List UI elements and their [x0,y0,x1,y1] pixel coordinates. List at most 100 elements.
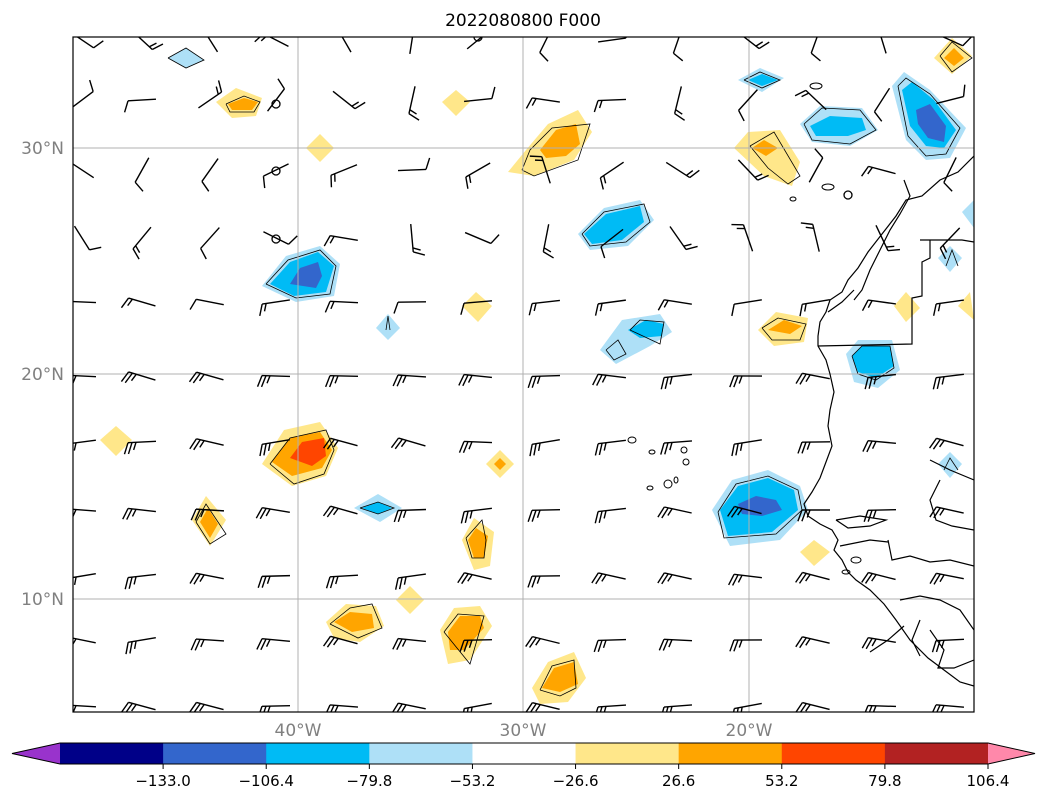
shaded-region [938,452,962,478]
contour-line [465,519,487,559]
coastline-segment [803,155,974,687]
shaded-region [768,320,802,334]
island [789,196,797,202]
wind-barb [462,702,492,712]
wind-barb [873,87,891,122]
shaded-region [462,292,492,322]
wind-barb [73,637,96,646]
contour-line [539,659,577,697]
island [673,476,679,484]
contour-line [939,41,973,73]
wind-barb [795,636,830,649]
wind-barb [207,37,219,53]
wind-barb [929,572,964,585]
wind-barb [392,374,427,387]
shaded-region [800,540,830,566]
wind-barb [539,37,549,62]
wind-barb [875,225,901,252]
shaded-region [200,508,218,538]
wind-barb [737,159,769,181]
contour-line [743,71,782,89]
wind-barb [394,573,426,590]
map-title: 2022080800 F000 [445,11,601,31]
wind-barb [257,574,291,588]
wind-barb [665,161,700,179]
wind-barb [673,86,686,121]
wind-barb [929,506,964,519]
wind-barb [464,231,500,245]
wind-barb [125,637,156,655]
wind-barb [262,163,289,189]
shaded-region [442,90,470,116]
wind-barb [658,638,693,651]
wind-barb [657,506,692,519]
wind-barb [591,572,626,585]
colorbar-tick-label: 26.6 [662,772,695,790]
shaded-region [100,426,132,456]
wind-barb [810,37,821,62]
wind-barb [800,222,820,252]
closed-contour [271,234,281,244]
colorbar-outline [11,742,1036,765]
wind-barb [322,437,358,450]
wind-barb [410,223,426,256]
latitude-labels: 30°N 20°N 10°N [21,139,64,610]
wind-barb [731,299,762,317]
wind-barb [323,234,358,247]
shaded-region [228,98,258,110]
wind-barb [458,373,492,387]
wind-barb [324,300,359,313]
contour-line [265,249,337,299]
wind-barb [737,89,758,122]
colorbar-bin [369,743,473,764]
wind-barb [255,507,290,520]
island [850,556,862,564]
wind-barb [458,440,493,454]
wind-barb [727,505,762,518]
wind-barb [200,227,220,260]
island [648,449,656,455]
island [841,569,851,575]
shaded-region [542,662,578,692]
coastline-segment [899,595,974,631]
contour-lines [167,37,973,697]
colorbar: −133.0 −106.4 −79.8 −53.2 −26.6 26.6 53.2 79.8 1… [11,742,1036,790]
wind-barb [731,439,762,457]
wind-barb [528,299,560,316]
shaded-region [734,130,800,186]
contour-line [225,95,261,113]
coastline-segment [853,179,911,301]
wind-barb [266,78,286,112]
wind-barb [599,161,624,190]
wind-barb [263,231,298,245]
map-gridlines [73,37,974,712]
contour-line [803,107,877,145]
wind-barb [259,299,290,316]
wind-barb [660,440,693,455]
wind-barb [325,574,359,589]
wind-barb [326,704,359,712]
wind-barb [465,162,491,189]
coastline-segment [911,619,921,657]
colorbar-bin [884,743,989,764]
coastline-segment [929,459,974,481]
wind-barb [731,223,754,252]
shaded-region [448,616,484,650]
island [809,82,823,90]
shaded-region [944,48,964,66]
colorbar-bin [575,743,680,764]
colorbar-bin [472,743,577,764]
wind-barb [73,300,97,304]
wind-barb [594,299,626,316]
contour-line [761,317,807,341]
island [680,446,688,454]
wind-barb [73,439,96,451]
shaded-region [290,438,326,466]
contour-line [717,475,803,539]
island [663,479,673,489]
wind-barb [189,572,224,585]
wind-barb [593,98,627,113]
colorbar-extend-min [12,743,60,764]
lat-label-20n: 20°N [21,365,64,385]
